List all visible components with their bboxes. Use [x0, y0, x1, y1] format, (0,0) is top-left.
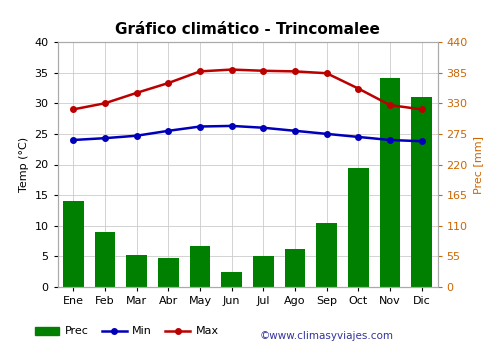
Bar: [412, 97, 432, 287]
Text: ©www.climasyviajes.com: ©www.climasyviajes.com: [260, 331, 394, 341]
Legend: Prec, Min, Max: Prec, Min, Max: [30, 322, 223, 341]
Bar: [94, 232, 116, 287]
Bar: [126, 255, 147, 287]
Title: Gráfico climático - Trincomalee: Gráfico climático - Trincomalee: [115, 22, 380, 37]
Bar: [253, 256, 274, 287]
Bar: [316, 223, 337, 287]
Bar: [380, 77, 400, 287]
Y-axis label: Temp (°C): Temp (°C): [19, 137, 29, 192]
Bar: [284, 249, 306, 287]
Y-axis label: Prec [mm]: Prec [mm]: [474, 135, 484, 194]
Bar: [348, 168, 368, 287]
Bar: [158, 258, 178, 287]
Bar: [63, 201, 84, 287]
Bar: [190, 246, 210, 287]
Bar: [222, 272, 242, 287]
